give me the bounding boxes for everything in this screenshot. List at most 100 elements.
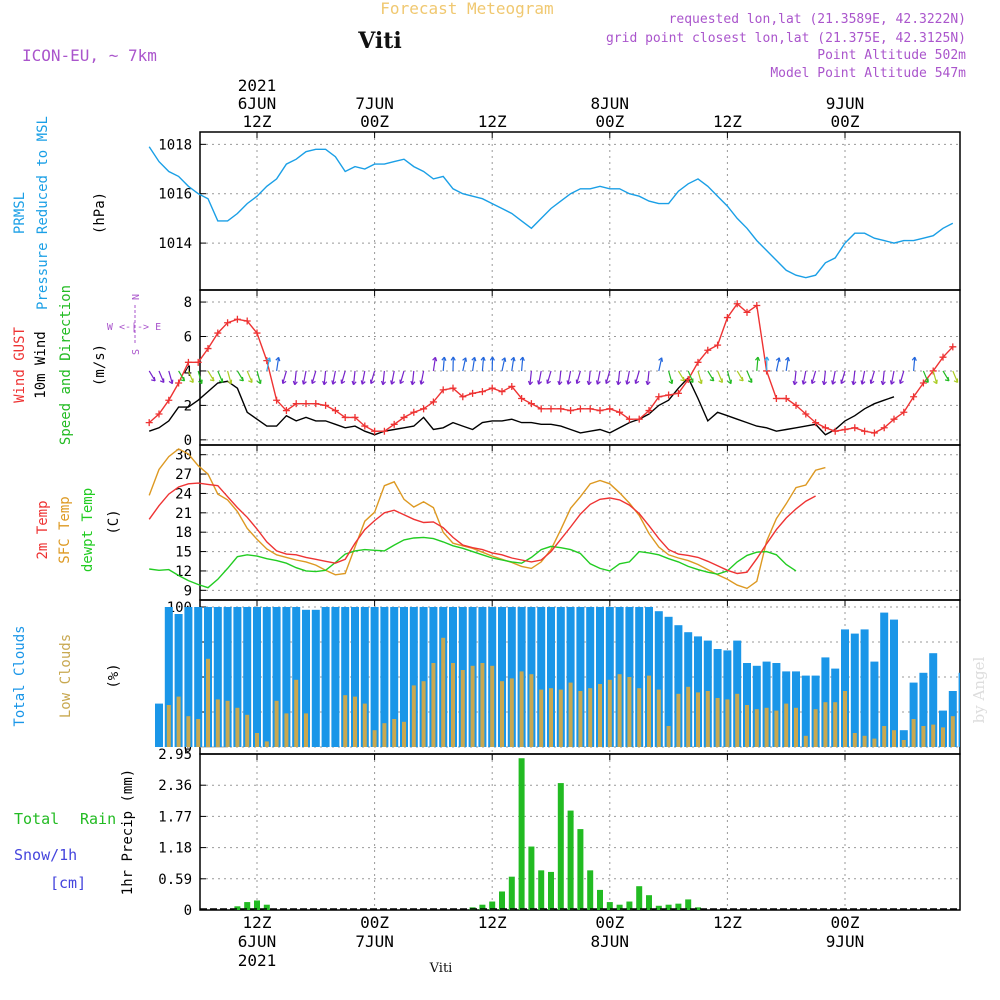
wind-arrow-shaft <box>840 370 846 384</box>
time-label: 8JUN <box>591 932 630 951</box>
wind-arrow-head <box>899 379 904 385</box>
time-label: 12Z <box>713 913 742 932</box>
total-cloud-bar <box>174 614 183 747</box>
y-tick-label: 30 <box>175 448 192 464</box>
low-cloud-bar <box>235 707 240 747</box>
wind-arrow-head <box>450 356 456 361</box>
wind-gust-line-point <box>576 405 584 413</box>
wind-arrow-head <box>256 379 262 385</box>
wind-gust-line-point <box>655 393 663 401</box>
wind-arrow-head <box>658 357 664 362</box>
rain-bar <box>557 783 564 910</box>
total-cloud-bar <box>576 607 585 747</box>
wind-arrow-head <box>546 379 552 385</box>
total-cloud-bar <box>409 607 418 747</box>
grid-point-coords: grid point closest lon,lat (21.375E, 42.… <box>606 31 966 46</box>
wind-arrow-head <box>634 379 640 385</box>
y-tick-label: 18 <box>175 525 192 541</box>
total-cloud-bar <box>390 607 399 747</box>
low-cloud-bar <box>598 684 602 747</box>
wind-arrow-head <box>754 356 761 361</box>
chart-title: Forecast Meteogram <box>380 0 553 18</box>
wind-gust-line-point <box>851 424 859 432</box>
wind-arrow <box>207 370 215 382</box>
wind-arrow-head <box>689 378 694 383</box>
low-cloud-bar <box>696 692 700 747</box>
wind-gust-line-point <box>371 427 379 435</box>
rain-bar <box>655 905 662 910</box>
low-cloud-bar <box>392 719 397 747</box>
low-cloud-bar <box>460 670 465 747</box>
wind-gust-line-point <box>625 415 633 423</box>
wind-gust-line-point <box>233 315 241 323</box>
low-cloud-bar <box>294 679 299 747</box>
wind-arrow-head <box>489 356 495 361</box>
wind-arrow-head <box>595 380 601 385</box>
wind-arrow-head <box>322 380 328 386</box>
wind-arrow-head <box>889 380 895 385</box>
low-cloud-bar <box>803 735 808 747</box>
wind-arrow-shaft <box>276 357 280 372</box>
wind-arrow <box>489 356 495 371</box>
wind-arrow-head <box>480 356 486 361</box>
wind-arrow-shaft <box>832 370 836 385</box>
wind-arrow-shaft <box>370 370 376 384</box>
wind-arrow-head <box>586 380 592 386</box>
wind-gust-line-point <box>469 389 477 397</box>
total-cloud-bar <box>850 633 859 747</box>
wind-gust-line-point <box>606 405 614 413</box>
rain-bar <box>263 904 270 910</box>
panel-frame <box>199 131 961 291</box>
wind-arrow-shaft <box>332 370 336 385</box>
wind-arrow-shaft <box>922 370 929 383</box>
low-cloud-bar <box>715 698 720 747</box>
total-cloud-bar <box>801 675 810 747</box>
total-cloud-bar <box>507 607 516 747</box>
wind-arrow <box>281 370 287 385</box>
wind-arrow-head <box>227 379 233 385</box>
rain-bar <box>567 810 574 910</box>
total-cloud-bar <box>860 629 869 747</box>
low-cloud-bar <box>676 693 681 747</box>
low-cloud-bar <box>607 679 612 747</box>
wind-gust-line-point <box>753 302 761 309</box>
wind-gust-line-point <box>527 400 535 408</box>
wind-gust-line-point <box>508 382 516 390</box>
wind-arrow <box>351 370 357 386</box>
low-cloud-bar <box>823 702 828 747</box>
wind-arrow <box>519 356 525 371</box>
y-tick-label: 0 <box>184 903 192 919</box>
wind-arrow <box>668 370 674 385</box>
watermark: by Angel <box>970 656 988 723</box>
wind-arrow-shaft <box>352 370 356 385</box>
wind-arrow-head <box>390 380 396 385</box>
time-label: 12Z <box>243 112 272 131</box>
low-cloud-bar <box>764 707 769 747</box>
precip-cm-label: [cm] <box>50 874 86 892</box>
wind-arrow-head <box>718 378 724 383</box>
wind-arrow-shaft <box>634 370 640 384</box>
wind-gust-line-point <box>939 353 947 361</box>
time-label: 00Z <box>360 913 389 932</box>
wind-arrow <box>911 356 917 371</box>
temp-2m-label: 2m Temp <box>35 500 51 559</box>
wind-arrow-shaft <box>658 357 663 372</box>
wind-gust-line-point <box>459 393 467 401</box>
wind-arrow <box>441 356 447 371</box>
wind-arrow-head <box>266 357 272 362</box>
wind-arrow-head <box>851 380 857 386</box>
wind-gust-line-point <box>645 407 653 415</box>
wind-arrow-head <box>281 379 287 385</box>
wind-arrow-head <box>519 356 525 361</box>
rain-bar <box>616 904 623 910</box>
wind-arrow-shaft <box>952 370 959 383</box>
low-cloud-bar <box>921 726 926 747</box>
y-tick-label: 2.95 <box>158 747 192 763</box>
rain-bar <box>489 901 496 910</box>
wind-arrow-shaft <box>626 370 630 385</box>
time-label: 00Z <box>360 112 389 131</box>
wind-arrow-head <box>575 379 581 385</box>
clouds-unit: (%) <box>106 663 122 688</box>
